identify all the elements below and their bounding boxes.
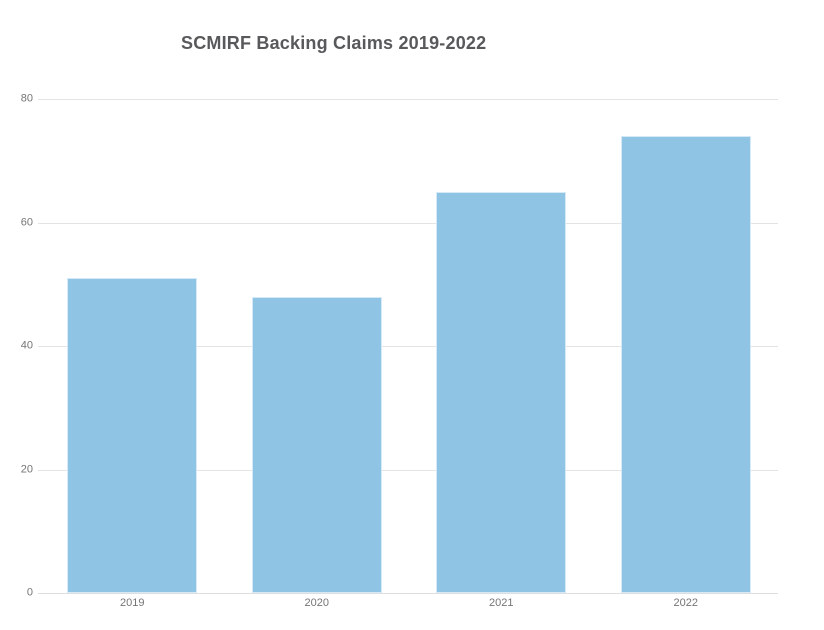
gridline-y-20 xyxy=(38,469,778,471)
bar-2020 xyxy=(251,296,382,593)
x-axis-tick-label-2021: 2021 xyxy=(489,597,514,609)
bar-2021 xyxy=(436,191,567,593)
gridline-y-80 xyxy=(38,99,778,100)
gridline-y-0 xyxy=(38,593,778,594)
bar-2022 xyxy=(620,136,751,593)
x-axis-tick-label-2019: 2019 xyxy=(120,597,145,609)
gridline-y-60 xyxy=(38,222,778,224)
y-axis-tick-label-60: 60 xyxy=(20,216,33,228)
x-axis-tick-label-2020: 2020 xyxy=(304,597,329,609)
y-axis-tick-label-0: 0 xyxy=(26,586,33,599)
bar-2019 xyxy=(67,278,198,593)
y-axis-tick-label-20: 20 xyxy=(20,463,33,475)
y-axis-tick-label-40: 40 xyxy=(20,339,33,352)
y-axis-tick-label-80: 80 xyxy=(20,92,33,105)
x-axis-tick-label-2022: 2022 xyxy=(673,597,698,609)
chart-title: SCMIRF Backing Claims 2019-2022 xyxy=(181,33,487,53)
gridline-y-40 xyxy=(38,346,778,347)
